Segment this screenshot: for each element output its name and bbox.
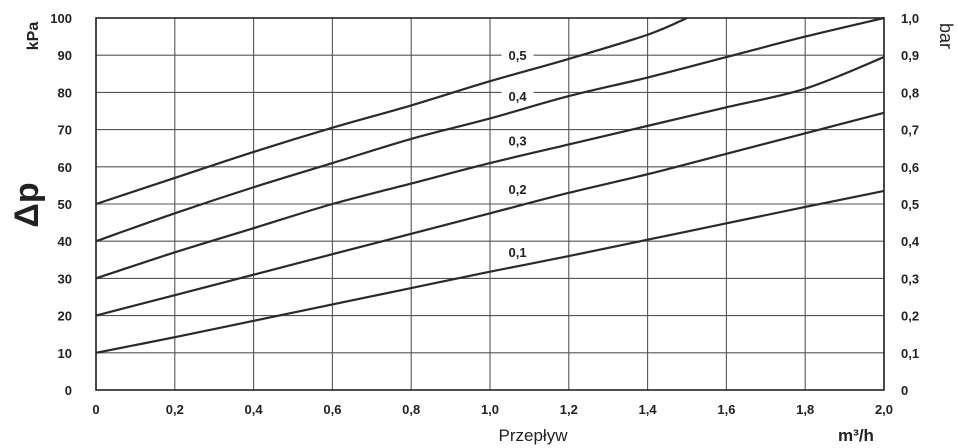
y-right-tick-label: 0,9: [901, 48, 919, 63]
x-unit-text: m³/h: [838, 426, 874, 445]
y-right-tick-label: 0: [901, 383, 908, 398]
x-tick-label: 0,2: [166, 402, 184, 417]
y-left-unit-label: kPa: [25, 22, 42, 51]
series-label-bg: [501, 45, 534, 64]
y-left-tick-label: 40: [58, 234, 72, 249]
series-line-0-5: [95, 16, 688, 206]
x-tick-label: 1,0: [481, 402, 499, 417]
y-right-tick-label: 0,6: [901, 160, 919, 175]
x-tick-label: 0,6: [323, 402, 341, 417]
y-left-tick-label: 80: [58, 85, 72, 100]
series-line-0-3: [95, 56, 885, 280]
series-label: 0,4: [509, 89, 528, 104]
x-tick-label: 1,2: [560, 402, 578, 417]
series-label-bg: [501, 131, 534, 150]
series-label: 0,2: [509, 182, 527, 197]
series-lines: [95, 16, 885, 354]
x-tick-label: 0: [92, 402, 99, 417]
y-right-tick-label: 0,2: [901, 309, 919, 324]
y-right-tick-label: 0,1: [901, 346, 919, 361]
series-label-bg: [501, 179, 534, 198]
series-label: 0,5: [509, 48, 527, 63]
y-left-tick-label: 90: [58, 48, 72, 63]
series-line-0-4: [95, 16, 885, 243]
y-right-unit-label: bar: [936, 23, 956, 49]
x-unit-label: m³/h: [838, 426, 874, 445]
series-label-bg: [501, 86, 534, 105]
y-left-tick-label: 60: [58, 160, 72, 175]
x-tick-label: 1,8: [796, 402, 814, 417]
y-left-axis-label: Δp: [8, 182, 46, 227]
x-tick-label: 0,4: [245, 402, 264, 417]
series-line-0-2: [95, 111, 885, 317]
y-left-tick-label: 100: [50, 11, 72, 26]
y-left-tick-label: 70: [58, 123, 72, 138]
y-right-tick-label: 0,7: [901, 123, 919, 138]
series-label: 0,3: [509, 133, 527, 148]
tick-labels: 0 0,2 0,4 0,6 0,8 1,0 1,2 1,4 1,6 1,8 2,0 0 10 20 30 40…: [50, 11, 920, 417]
series-label-bg: [501, 243, 534, 262]
y-left-tick-label: 20: [58, 309, 72, 324]
series-label: 0,1: [509, 245, 527, 260]
series-line-0-1: [95, 189, 885, 354]
y-right-tick-label: 1,0: [901, 11, 919, 26]
y-left-tick-label: 50: [58, 197, 72, 212]
y-right-tick-label: 0,3: [901, 271, 919, 286]
grid: [95, 17, 885, 391]
x-axis-label: Przepływ: [499, 426, 569, 445]
y-right-tick-label: 0,8: [901, 85, 919, 100]
y-left-tick-label: 10: [58, 346, 72, 361]
x-tick-label: 1,6: [717, 402, 735, 417]
x-tick-label: 1,4: [639, 402, 658, 417]
series-labels: 0,1 0,2 0,3 0,4 0,5: [501, 45, 534, 262]
x-tick-label: 2,0: [875, 402, 893, 417]
x-tick-label: 0,8: [402, 402, 420, 417]
y-left-tick-label: 0: [65, 383, 72, 398]
y-right-tick-label: 0,5: [901, 197, 919, 212]
y-left-tick-label: 30: [58, 271, 72, 286]
y-right-tick-label: 0,4: [901, 234, 920, 249]
